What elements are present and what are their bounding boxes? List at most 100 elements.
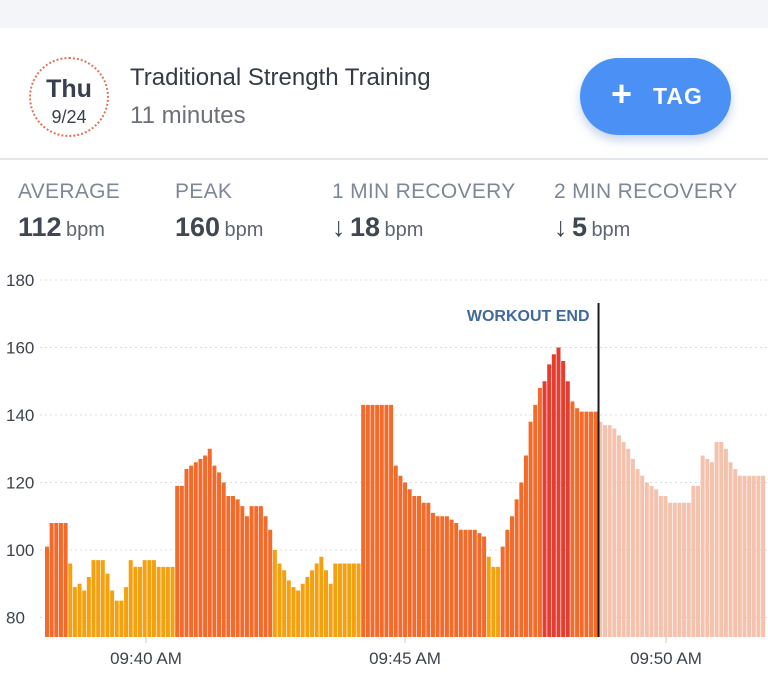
workout-bar	[282, 570, 287, 637]
workout-bar	[505, 529, 510, 637]
workout-bar	[389, 404, 394, 637]
recovery-bar	[723, 448, 728, 637]
workout-bar	[82, 590, 87, 637]
workout-bar	[407, 489, 412, 637]
workout-bar	[342, 563, 347, 637]
workout-bar	[426, 502, 431, 637]
workout-bar	[421, 502, 426, 637]
workout-bar	[510, 516, 514, 637]
workout-bar	[263, 516, 268, 637]
recovery-bar	[668, 502, 673, 637]
recovery-bar	[761, 475, 766, 637]
y-tick-label: 120	[6, 474, 34, 493]
stat-peak-unit: bpm	[224, 219, 264, 241]
workout-bar	[175, 485, 180, 637]
workout-bar	[100, 560, 105, 637]
workout-bar	[300, 583, 305, 637]
workout-bar	[198, 458, 203, 637]
recovery-bar	[719, 442, 724, 637]
workout-bar	[593, 411, 598, 637]
workout-bar	[151, 560, 156, 637]
workout-bar	[337, 563, 342, 637]
recovery-bar	[598, 421, 603, 637]
recovery-bar	[714, 442, 719, 637]
recovery-bar	[630, 458, 635, 637]
recovery-bar	[672, 502, 677, 637]
workout-bar	[161, 566, 166, 637]
workout-bar	[454, 523, 459, 637]
recovery-bar	[742, 475, 747, 637]
y-tick-label: 180	[6, 271, 34, 290]
workout-bar	[477, 533, 482, 637]
workout-bar	[458, 529, 463, 637]
workout-bar	[319, 556, 324, 637]
workout-bar	[291, 587, 296, 637]
workout-bar	[244, 516, 249, 637]
workout-bar	[254, 506, 259, 637]
workout-bar	[472, 529, 477, 637]
workout-bar	[365, 404, 370, 637]
workout-bar	[351, 563, 356, 637]
workout-bar	[412, 496, 417, 637]
workout-duration: 11 minutes	[130, 102, 246, 129]
y-tick-label: 140	[6, 406, 34, 425]
workout-bar	[430, 512, 435, 637]
recovery-bar	[756, 475, 761, 637]
workout-bar	[110, 590, 115, 637]
workout-bar	[296, 590, 301, 637]
workout-bar	[370, 404, 375, 637]
x-tick-label: 09:45 AM	[369, 649, 441, 668]
workout-bar	[444, 516, 449, 637]
workout-header: Thu 9/24 Traditional Strength Training 1…	[0, 28, 768, 160]
recovery-bar	[700, 455, 705, 637]
recovery-bar	[635, 469, 640, 637]
workout-bar	[440, 516, 445, 637]
workout-bar	[142, 560, 147, 637]
date-day: Thu	[46, 75, 92, 103]
stat-peak-value: 160	[175, 212, 221, 242]
workout-end-label: WORKOUT END	[467, 308, 590, 325]
workout-bar	[379, 404, 384, 637]
stat-peak-label: PEAK	[175, 180, 233, 203]
recovery-bar	[747, 475, 752, 637]
workout-bar	[570, 401, 575, 637]
recovery-bar	[696, 485, 700, 637]
recovery-bar	[663, 496, 668, 637]
workout-bar	[165, 566, 170, 637]
stat-1min-recovery-value-row: ↓ 18 bpm	[332, 212, 516, 243]
workout-bar	[537, 388, 542, 637]
stat-peak: PEAK 160 bpm	[175, 180, 263, 243]
recovery-bar	[644, 482, 649, 637]
recovery-bar	[607, 425, 612, 637]
stat-average-label: AVERAGE	[18, 180, 121, 203]
stat-2min-recovery-unit: bpm	[591, 219, 631, 241]
stat-1min-recovery-unit: bpm	[384, 219, 424, 241]
workout-bar	[565, 381, 570, 637]
recovery-bar	[677, 502, 682, 637]
date-badge: Thu 9/24	[29, 57, 109, 137]
workout-bar	[91, 560, 96, 637]
workout-bar	[189, 465, 194, 637]
workout-bar	[533, 404, 538, 637]
workout-bar	[226, 496, 231, 637]
workout-bar	[384, 404, 389, 637]
workout-bar	[542, 381, 547, 637]
recovery-bar	[751, 475, 756, 637]
workout-bar	[468, 529, 473, 637]
workout-bar	[575, 408, 580, 637]
stat-average: AVERAGE 112 bpm	[18, 180, 120, 243]
recovery-bar	[686, 502, 691, 637]
workout-bar	[124, 587, 129, 637]
recovery-bar	[658, 496, 663, 637]
stat-1min-recovery-value: 18	[349, 212, 380, 242]
workout-bar	[463, 529, 468, 637]
workout-bar	[128, 560, 133, 637]
workout-card: Thu 9/24 Traditional Strength Training 1…	[0, 28, 768, 691]
workout-bar	[212, 465, 217, 637]
x-tick-label: 09:40 AM	[110, 649, 182, 668]
top-band	[0, 0, 768, 28]
down-arrow-icon: ↓	[554, 212, 568, 242]
tag-button[interactable]: + TAG	[580, 58, 731, 135]
heart-rate-chart: 80 100 120 140 160 180 WORKOUT END 09:40 AM 09:4…	[6, 271, 768, 668]
recovery-bar	[649, 485, 654, 637]
